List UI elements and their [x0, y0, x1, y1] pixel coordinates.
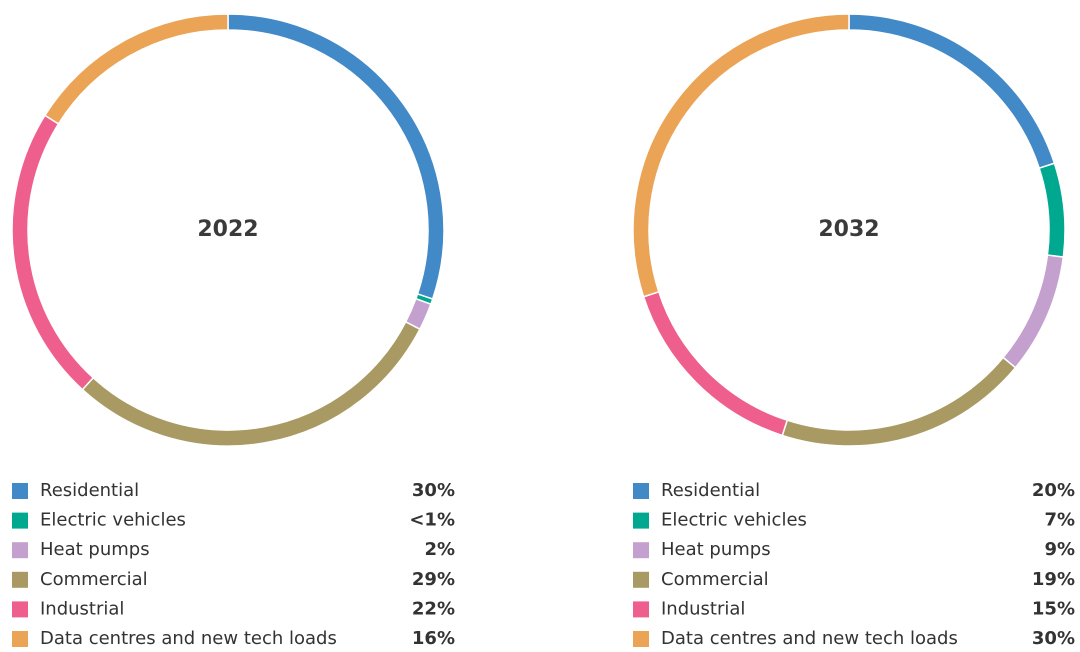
donut-slice [642, 290, 789, 437]
legend-label: Industrial [40, 598, 124, 619]
value-label: <1% [409, 510, 455, 531]
legend-swatch [633, 571, 649, 588]
legend-label: Data centres and new tech loads [40, 628, 337, 649]
donut-slice [781, 356, 1017, 447]
legend-swatch [12, 542, 28, 559]
value-label: 7% [1044, 510, 1075, 531]
legend-swatch [633, 483, 649, 499]
value-label: 29% [412, 569, 455, 590]
legend-swatch [12, 512, 28, 529]
value-label: 19% [1032, 569, 1075, 590]
donut-slice [848, 13, 1056, 170]
donut-slice [43, 13, 229, 125]
chart-title: 2022 [197, 217, 258, 242]
legend-swatch [12, 631, 28, 647]
legend-swatch [633, 601, 649, 618]
legend-swatch [12, 601, 28, 618]
legend-label: Commercial [40, 569, 148, 590]
value-label: 2% [424, 539, 455, 560]
donut-slice [227, 13, 445, 301]
value-label: 22% [412, 598, 455, 619]
value-label: 9% [1044, 539, 1075, 560]
donut-slice [632, 13, 850, 298]
legend-label: Electric vehicles [661, 510, 807, 531]
legend-label: Electric vehicles [40, 510, 186, 531]
legend-swatch [12, 483, 28, 499]
legend-swatch [633, 512, 649, 529]
donut-slice [11, 114, 95, 391]
donut-slice [81, 320, 421, 447]
value-label: 30% [1032, 628, 1075, 649]
value-label: 20% [1032, 480, 1075, 501]
donut-slice [1038, 162, 1066, 258]
legend-label: Industrial [661, 598, 745, 619]
legend-swatch [633, 631, 649, 647]
legend-label: Heat pumps [661, 539, 771, 560]
legend-label: Heat pumps [40, 539, 150, 560]
legend-label: Data centres and new tech loads [661, 628, 958, 649]
legend-label: Residential [661, 480, 760, 501]
legend-label: Commercial [661, 569, 769, 590]
donut-slice [1002, 254, 1065, 369]
value-label: 30% [412, 480, 455, 501]
value-label: 15% [1032, 598, 1075, 619]
value-label: 16% [412, 628, 455, 649]
chart-title: 2032 [818, 217, 879, 242]
legend-label: Residential [40, 480, 139, 501]
legend-swatch [12, 571, 28, 588]
legend-swatch [633, 542, 649, 559]
